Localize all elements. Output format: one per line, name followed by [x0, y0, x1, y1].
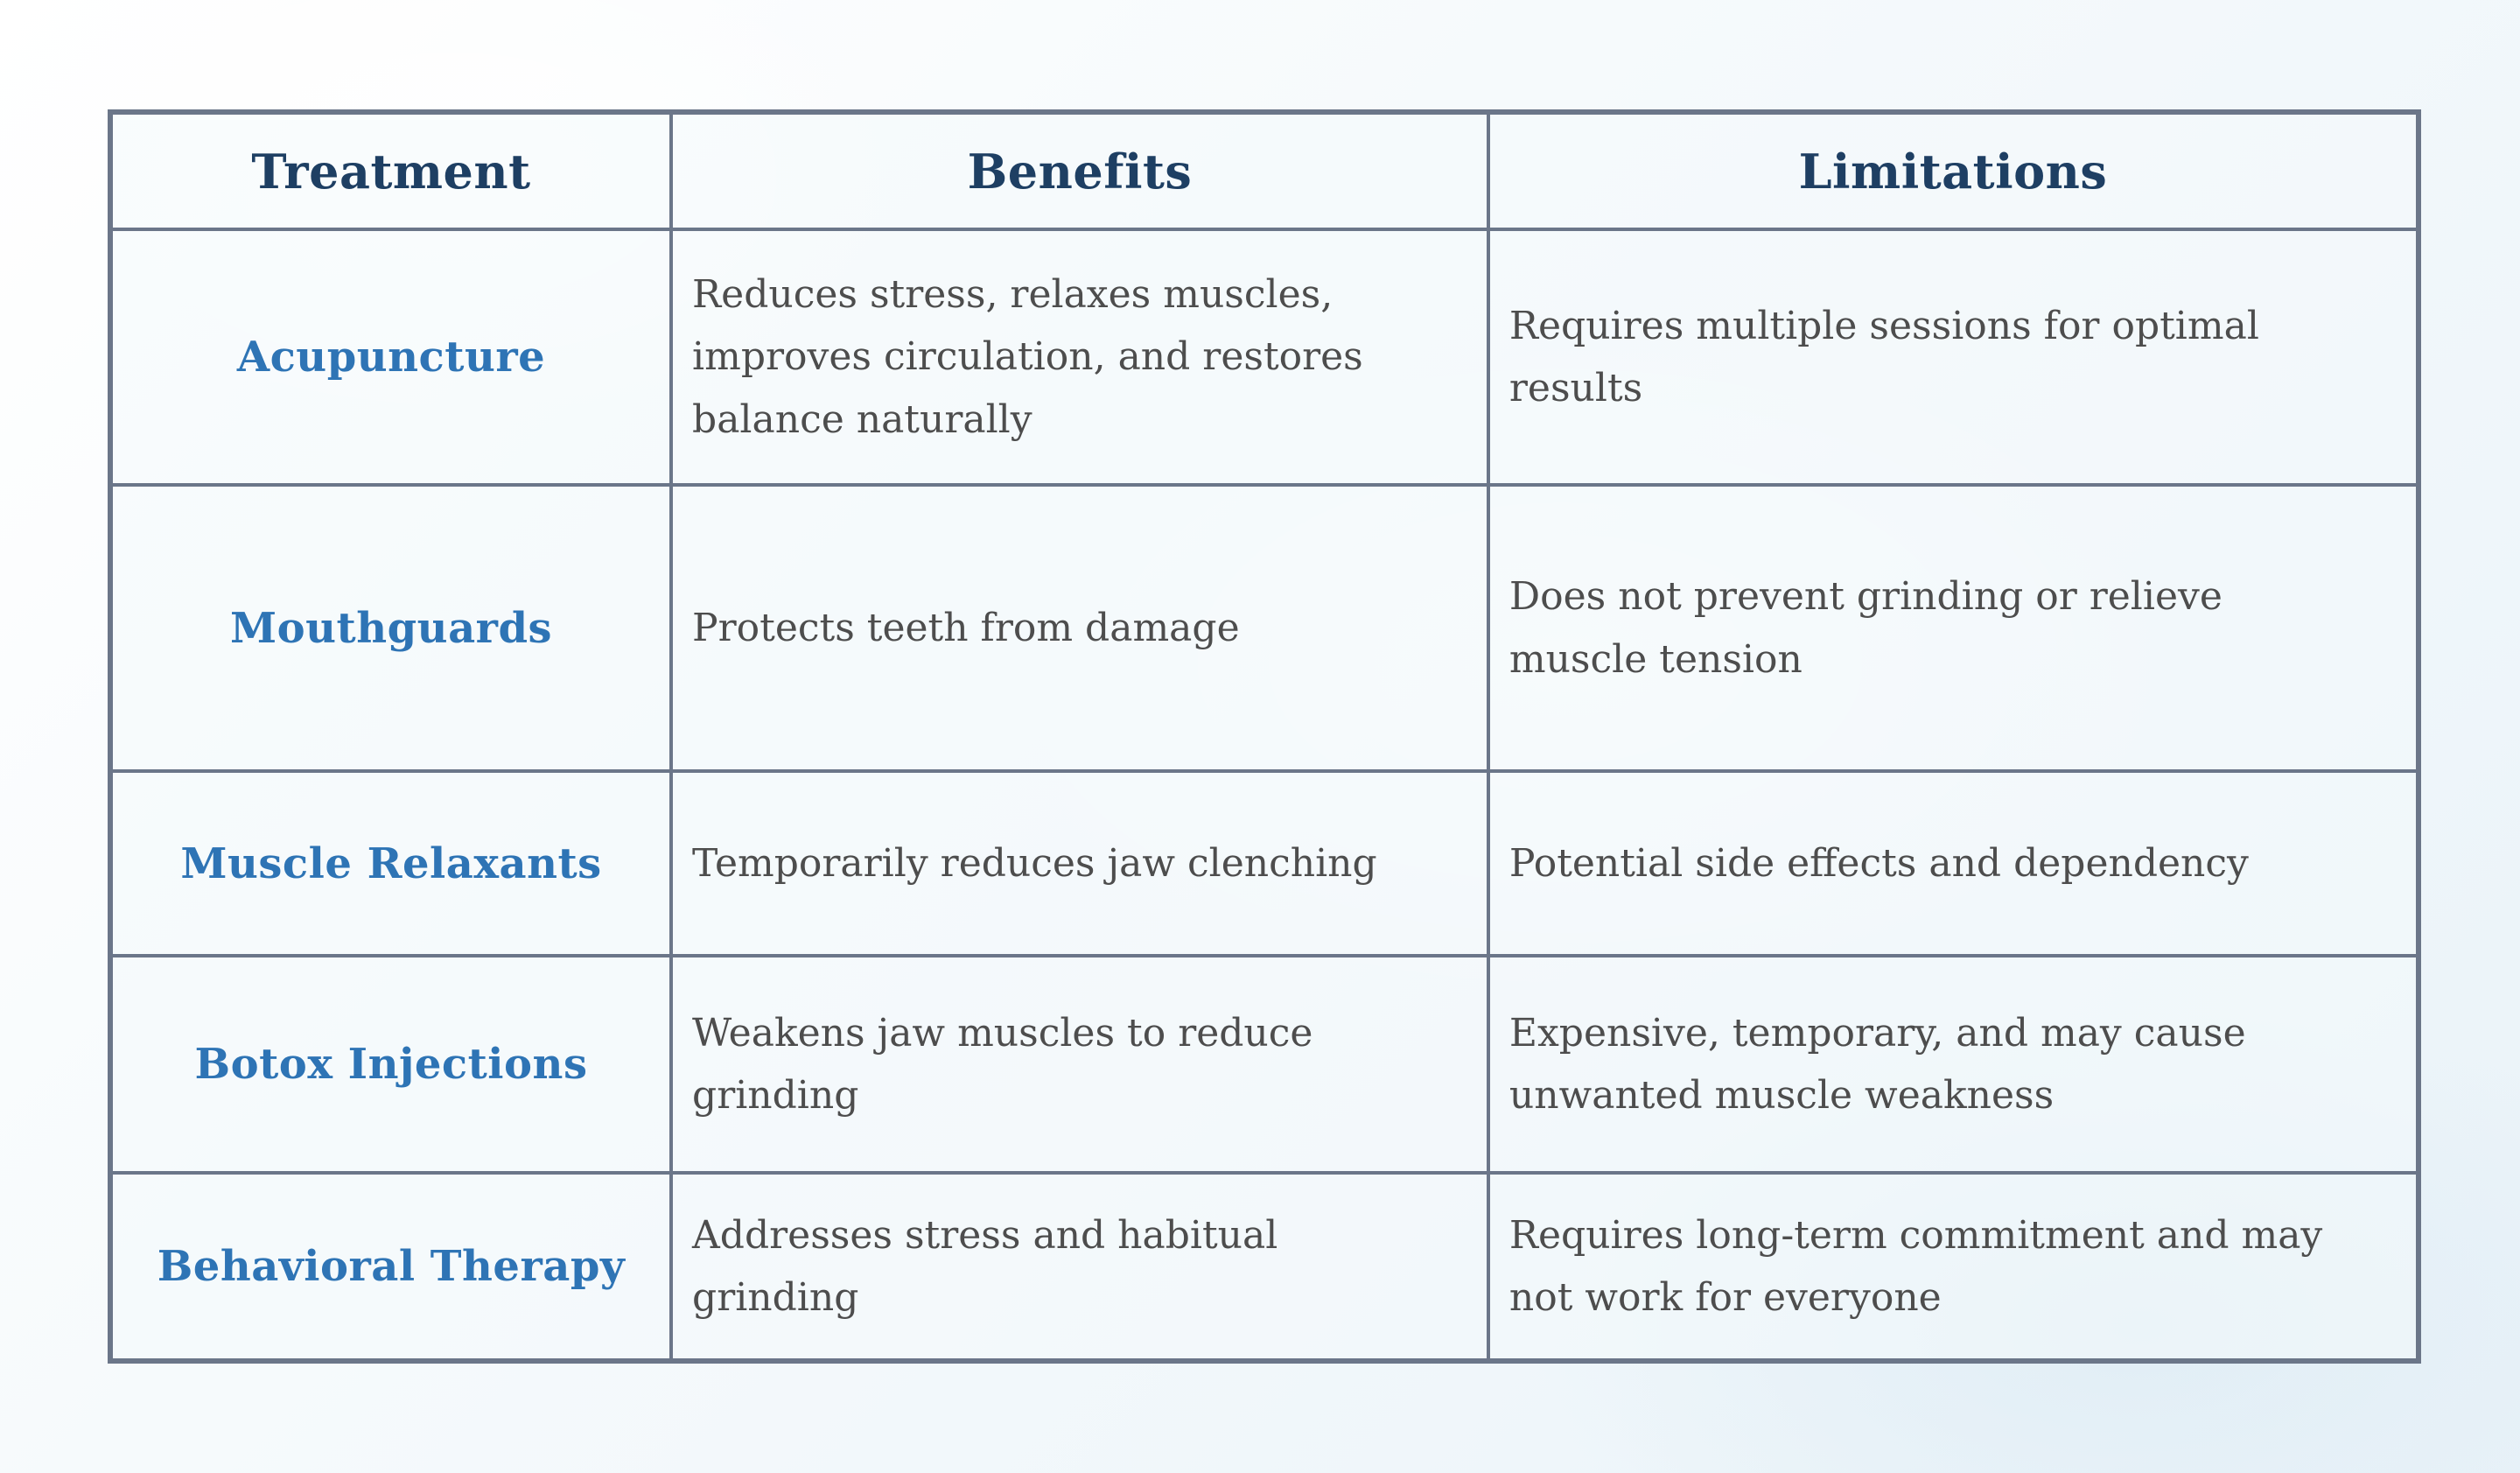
column-header-limitations: Limitations [1486, 109, 2422, 231]
treatment-cell: Muscle Relaxants [107, 769, 674, 957]
column-header-benefits: Benefits [669, 109, 1490, 231]
limitations-cell: Requires multiple sessions for optimal r… [1486, 228, 2422, 487]
limitations-cell: Potential side effects and dependency [1486, 769, 2422, 957]
treatment-cell: Acupuncture [107, 228, 674, 487]
benefits-cell: Addresses stress and habitual grinding [669, 1171, 1490, 1364]
table-row: Muscle Relaxants Temporarily reduces jaw… [107, 769, 2422, 957]
benefits-cell: Weakens jaw muscles to reduce grinding [669, 954, 1490, 1175]
benefits-cell: Protects teeth from damage [669, 483, 1490, 773]
table-row: Acupuncture Reduces stress, relaxes musc… [107, 228, 2422, 487]
limitations-cell: Expensive, temporary, and may cause unwa… [1486, 954, 2422, 1175]
treatment-cell: Mouthguards [107, 483, 674, 773]
table-row: Behavioral Therapy Addresses stress and … [107, 1171, 2422, 1364]
limitations-cell: Does not prevent grinding or relieve mus… [1486, 483, 2422, 773]
treatment-comparison-table: Treatment Benefits Limitations Acupunctu… [107, 109, 2422, 1364]
treatment-cell: Behavioral Therapy [107, 1171, 674, 1364]
benefits-cell: Reduces stress, relaxes muscles, improve… [669, 228, 1490, 487]
limitations-cell: Requires long-term commitment and may no… [1486, 1171, 2422, 1364]
table-header-row: Treatment Benefits Limitations [107, 109, 2422, 231]
column-header-treatment: Treatment [107, 109, 674, 231]
treatment-cell: Botox Injections [107, 954, 674, 1175]
benefits-cell: Temporarily reduces jaw clenching [669, 769, 1490, 957]
table-row: Mouthguards Protects teeth from damage D… [107, 483, 2422, 773]
table-row: Botox Injections Weakens jaw muscles to … [107, 954, 2422, 1175]
